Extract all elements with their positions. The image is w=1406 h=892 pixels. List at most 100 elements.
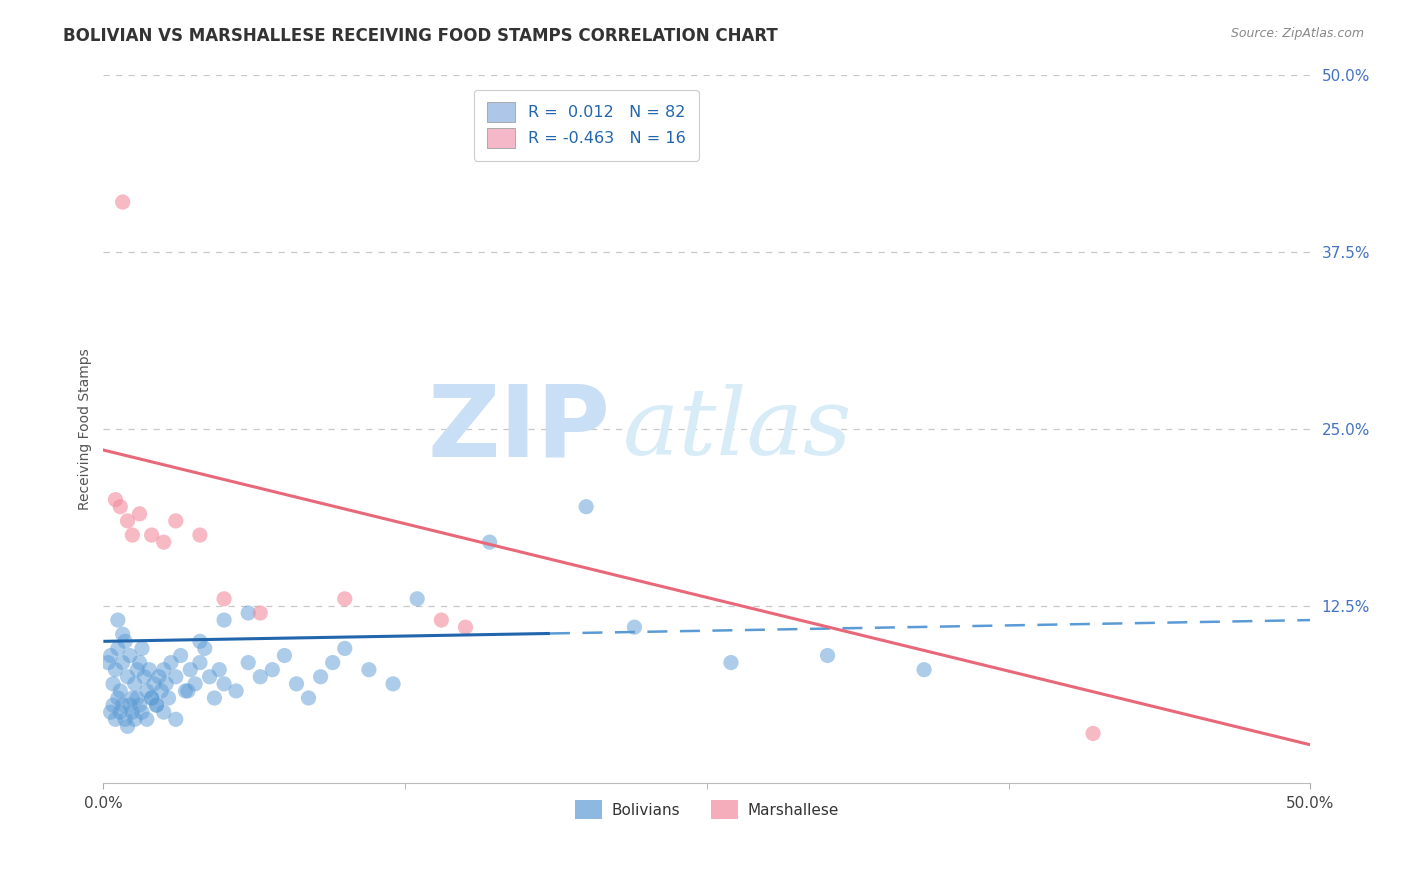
Text: BOLIVIAN VS MARSHALLESE RECEIVING FOOD STAMPS CORRELATION CHART: BOLIVIAN VS MARSHALLESE RECEIVING FOOD S… — [63, 27, 778, 45]
Point — [817, 648, 839, 663]
Point — [165, 712, 187, 726]
Point — [134, 670, 156, 684]
Point — [128, 698, 150, 712]
Point — [121, 705, 143, 719]
Point — [111, 195, 134, 210]
Point — [157, 691, 180, 706]
Point — [238, 606, 260, 620]
Point — [262, 663, 284, 677]
Point — [179, 663, 201, 677]
Point — [107, 691, 129, 706]
Point — [127, 691, 149, 706]
Point — [1081, 726, 1104, 740]
Point — [117, 670, 139, 684]
Point — [478, 535, 501, 549]
Point — [110, 705, 132, 719]
Point — [165, 514, 187, 528]
Point — [454, 620, 477, 634]
Point — [124, 712, 146, 726]
Point — [135, 712, 157, 726]
Point — [104, 663, 127, 677]
Point — [127, 663, 149, 677]
Point — [238, 656, 260, 670]
Point — [101, 677, 124, 691]
Text: ZIP: ZIP — [427, 380, 610, 477]
Text: atlas: atlas — [623, 384, 852, 474]
Point — [357, 663, 380, 677]
Point — [141, 691, 163, 706]
Point — [249, 606, 271, 620]
Point — [124, 677, 146, 691]
Point — [273, 648, 295, 663]
Point — [117, 514, 139, 528]
Point — [188, 656, 211, 670]
Point — [212, 677, 235, 691]
Point — [152, 535, 174, 549]
Point — [720, 656, 742, 670]
Point — [430, 613, 453, 627]
Point — [141, 528, 163, 542]
Point — [297, 691, 319, 706]
Point — [97, 656, 120, 670]
Point — [152, 663, 174, 677]
Point — [155, 677, 177, 691]
Point — [110, 500, 132, 514]
Point — [188, 528, 211, 542]
Point — [114, 634, 136, 648]
Point — [121, 691, 143, 706]
Point — [165, 670, 187, 684]
Point — [322, 656, 344, 670]
Point — [208, 663, 231, 677]
Point — [118, 648, 141, 663]
Point — [623, 620, 645, 634]
Point — [148, 670, 170, 684]
Point — [184, 677, 207, 691]
Point — [128, 507, 150, 521]
Point — [160, 656, 183, 670]
Point — [249, 670, 271, 684]
Point — [145, 698, 167, 712]
Point — [138, 663, 160, 677]
Point — [114, 712, 136, 726]
Point — [111, 627, 134, 641]
Point — [212, 591, 235, 606]
Point — [309, 670, 332, 684]
Point — [118, 698, 141, 712]
Point — [101, 698, 124, 712]
Point — [225, 684, 247, 698]
Point — [194, 641, 217, 656]
Point — [333, 641, 356, 656]
Point — [912, 663, 935, 677]
Point — [382, 677, 405, 691]
Point — [406, 591, 429, 606]
Point — [100, 705, 122, 719]
Point — [131, 641, 153, 656]
Point — [285, 677, 308, 691]
Point — [135, 684, 157, 698]
Point — [188, 634, 211, 648]
Point — [150, 684, 173, 698]
Point — [174, 684, 197, 698]
Point — [198, 670, 221, 684]
Point — [212, 613, 235, 627]
Point — [111, 656, 134, 670]
Y-axis label: Receiving Food Stamps: Receiving Food Stamps — [79, 348, 93, 509]
Point — [110, 684, 132, 698]
Point — [131, 705, 153, 719]
Point — [104, 712, 127, 726]
Point — [121, 528, 143, 542]
Point — [169, 648, 191, 663]
Point — [100, 648, 122, 663]
Point — [141, 691, 163, 706]
Point — [104, 492, 127, 507]
Point — [333, 591, 356, 606]
Point — [145, 698, 167, 712]
Point — [143, 677, 166, 691]
Legend: Bolivians, Marshallese: Bolivians, Marshallese — [569, 794, 845, 825]
Point — [128, 656, 150, 670]
Point — [152, 705, 174, 719]
Point — [575, 500, 598, 514]
Point — [107, 641, 129, 656]
Point — [111, 698, 134, 712]
Point — [177, 684, 200, 698]
